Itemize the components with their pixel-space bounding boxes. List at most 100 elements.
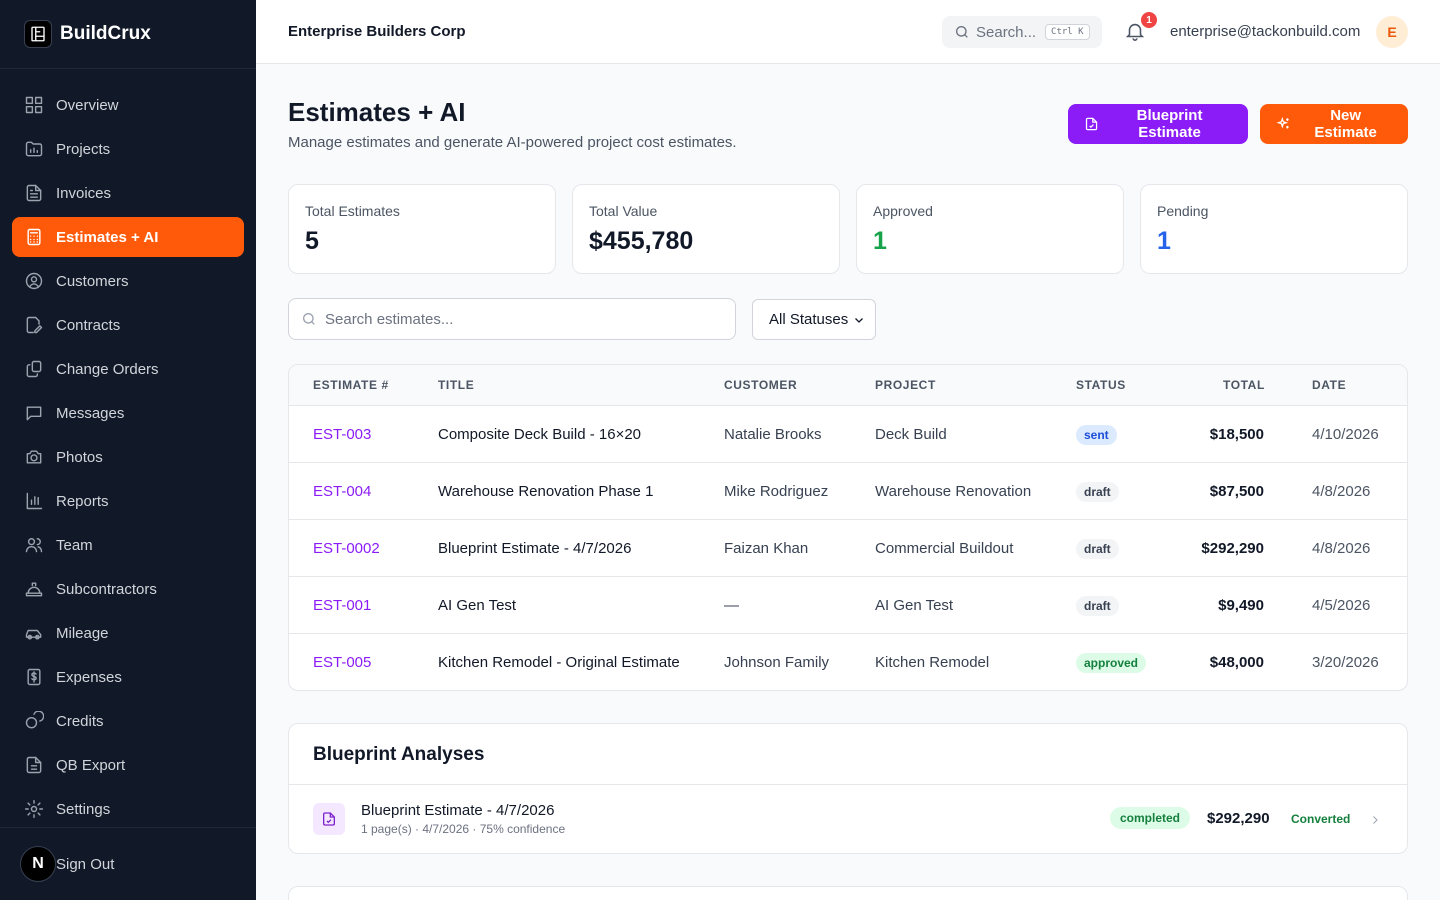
- invoice-icon: [26, 184, 42, 202]
- topbar: Enterprise Builders Corp Search... Ctrl …: [256, 0, 1440, 64]
- sidebar-item-reports[interactable]: Reports: [12, 481, 244, 521]
- blueprint-doc-icon: [1085, 117, 1098, 131]
- status-badge: draft: [1076, 539, 1119, 559]
- sidebar-item-team[interactable]: Team: [12, 525, 244, 565]
- stat-label: Approved: [873, 203, 933, 219]
- avatar[interactable]: E: [1376, 16, 1408, 48]
- column-header-total[interactable]: TOTAL: [1223, 378, 1265, 392]
- stat-value: $455,780: [589, 227, 694, 255]
- user-email[interactable]: enterprise@tackonbuild.com: [1170, 23, 1361, 40]
- blueprint-analyses-title: Blueprint Analyses: [313, 744, 485, 765]
- estimate-search-input[interactable]: [325, 310, 725, 328]
- stat-value: 1: [873, 227, 887, 255]
- sidebar-item-estimates[interactable]: Estimates + AI: [12, 217, 244, 257]
- column-header-estimate[interactable]: ESTIMATE #: [313, 378, 389, 392]
- blueprint-estimate-label: Blueprint Estimate: [1136, 107, 1203, 141]
- sidebar-item-label: Projects: [56, 140, 111, 158]
- chevron-right-icon[interactable]: [1369, 813, 1381, 825]
- sidebar-item-label: Expenses: [56, 668, 122, 686]
- stat-label: Total Value: [589, 203, 658, 219]
- next-section-card: [288, 886, 1408, 900]
- stat-label: Total Estimates: [305, 203, 400, 219]
- sidebar-item-photos[interactable]: Photos: [12, 437, 244, 477]
- brand-logo-icon: [24, 20, 52, 48]
- estimate-id-link[interactable]: EST-004: [313, 483, 372, 500]
- estimate-title: Warehouse Renovation Phase 1: [438, 483, 654, 500]
- column-header-customer[interactable]: CUSTOMER: [724, 378, 798, 392]
- estimate-project: Deck Build: [875, 426, 947, 443]
- table-row[interactable]: EST-004 Warehouse Renovation Phase 1 Mik…: [289, 463, 1407, 520]
- status-filter-value: All Statuses: [769, 311, 849, 328]
- calculator-icon: [27, 228, 41, 246]
- estimate-id-link[interactable]: EST-0002: [313, 540, 380, 557]
- sign-out-label: Sign Out: [56, 855, 115, 873]
- sidebar-item-messages[interactable]: Messages: [12, 393, 244, 433]
- table-row[interactable]: EST-001 AI Gen Test — AI Gen Test draft …: [289, 577, 1407, 634]
- sidebar-item-label: QB Export: [56, 756, 126, 774]
- sidebar-item-mileage[interactable]: Mileage: [12, 613, 244, 653]
- sidebar-item-invoices[interactable]: Invoices: [12, 173, 244, 213]
- sign-out-button[interactable]: N Sign Out: [0, 827, 256, 900]
- status-badge: completed: [1110, 807, 1191, 829]
- blueprint-item-amount: $292,290: [1207, 810, 1270, 827]
- change-orders-icon: [26, 360, 42, 378]
- stat-value: 5: [305, 227, 319, 255]
- column-header-status[interactable]: STATUS: [1076, 378, 1126, 392]
- estimate-project: Warehouse Renovation: [875, 483, 1032, 500]
- estimate-total: $18,500: [1209, 426, 1264, 443]
- stat-pending: Pending 1: [1140, 184, 1408, 274]
- new-estimate-button[interactable]: New Estimate: [1260, 104, 1408, 144]
- estimate-id-link[interactable]: EST-005: [313, 654, 372, 671]
- estimate-search-box: [288, 298, 736, 340]
- message-icon: [26, 406, 42, 421]
- company-name: Enterprise Builders Corp: [288, 23, 466, 40]
- estimate-id-link[interactable]: EST-001: [313, 597, 372, 614]
- table-row[interactable]: EST-0002 Blueprint Estimate - 4/7/2026 F…: [289, 520, 1407, 577]
- stat-total-value: Total Value $455,780: [572, 184, 840, 274]
- sidebar-item-subcontractors[interactable]: Subcontractors: [12, 569, 244, 609]
- sidebar-item-qb-export[interactable]: QB Export: [12, 745, 244, 785]
- estimate-customer: Johnson Family: [724, 654, 830, 671]
- chevron-down-icon: [855, 318, 863, 323]
- table-row[interactable]: EST-005 Kitchen Remodel - Original Estim…: [289, 634, 1407, 690]
- coins-icon: [25, 711, 44, 729]
- estimate-id-link[interactable]: EST-003: [313, 426, 372, 443]
- global-search[interactable]: Search... Ctrl K: [942, 16, 1102, 48]
- sidebar-item-expenses[interactable]: Expenses: [12, 657, 244, 697]
- search-icon: [303, 313, 315, 325]
- user-circle-icon: [25, 272, 43, 290]
- sidebar-item-settings[interactable]: Settings: [12, 789, 244, 829]
- search-shortcut: Ctrl K: [1045, 24, 1090, 40]
- column-header-date[interactable]: DATE: [1312, 378, 1347, 392]
- export-doc-icon: [26, 756, 42, 774]
- stat-label: Pending: [1157, 203, 1209, 219]
- estimate-project: Kitchen Remodel: [875, 654, 990, 671]
- blueprint-item-name[interactable]: Blueprint Estimate - 4/7/2026: [361, 802, 555, 819]
- sparkles-icon: [1276, 116, 1289, 129]
- sidebar-item-contracts[interactable]: Contracts: [12, 305, 244, 345]
- divider: [289, 784, 1407, 785]
- sidebar-item-label: Settings: [56, 800, 111, 818]
- sidebar-item-customers[interactable]: Customers: [12, 261, 244, 301]
- brand[interactable]: BuildCrux: [0, 0, 256, 69]
- status-badge: sent: [1076, 425, 1117, 445]
- sidebar-item-change-orders[interactable]: Change Orders: [12, 349, 244, 389]
- estimate-customer: Faizan Khan: [724, 540, 809, 557]
- stat-value: 1: [1157, 227, 1171, 255]
- brand-name: BuildCrux: [60, 23, 151, 44]
- sidebar-item-projects[interactable]: Projects: [12, 129, 244, 169]
- table-header: ESTIMATE # TITLE CUSTOMER PROJECT STATUS…: [289, 365, 1407, 406]
- estimate-customer: Natalie Brooks: [724, 426, 822, 443]
- sidebar-item-label: Credits: [56, 712, 104, 730]
- sidebar-item-overview[interactable]: Overview: [12, 85, 244, 125]
- column-header-title[interactable]: TITLE: [438, 378, 475, 392]
- status-badge: draft: [1076, 482, 1119, 502]
- sidebar-item-credits[interactable]: Credits: [12, 701, 244, 741]
- notification-count-badge: 1: [1141, 12, 1157, 28]
- status-filter-select[interactable]: All Statuses: [752, 299, 876, 340]
- estimate-customer: —: [724, 597, 739, 614]
- column-header-project[interactable]: PROJECT: [875, 378, 936, 392]
- table-row[interactable]: EST-003 Composite Deck Build - 16×20 Nat…: [289, 406, 1407, 463]
- notifications-button[interactable]: [1124, 20, 1148, 44]
- blueprint-estimate-button[interactable]: Blueprint Estimate: [1068, 104, 1248, 144]
